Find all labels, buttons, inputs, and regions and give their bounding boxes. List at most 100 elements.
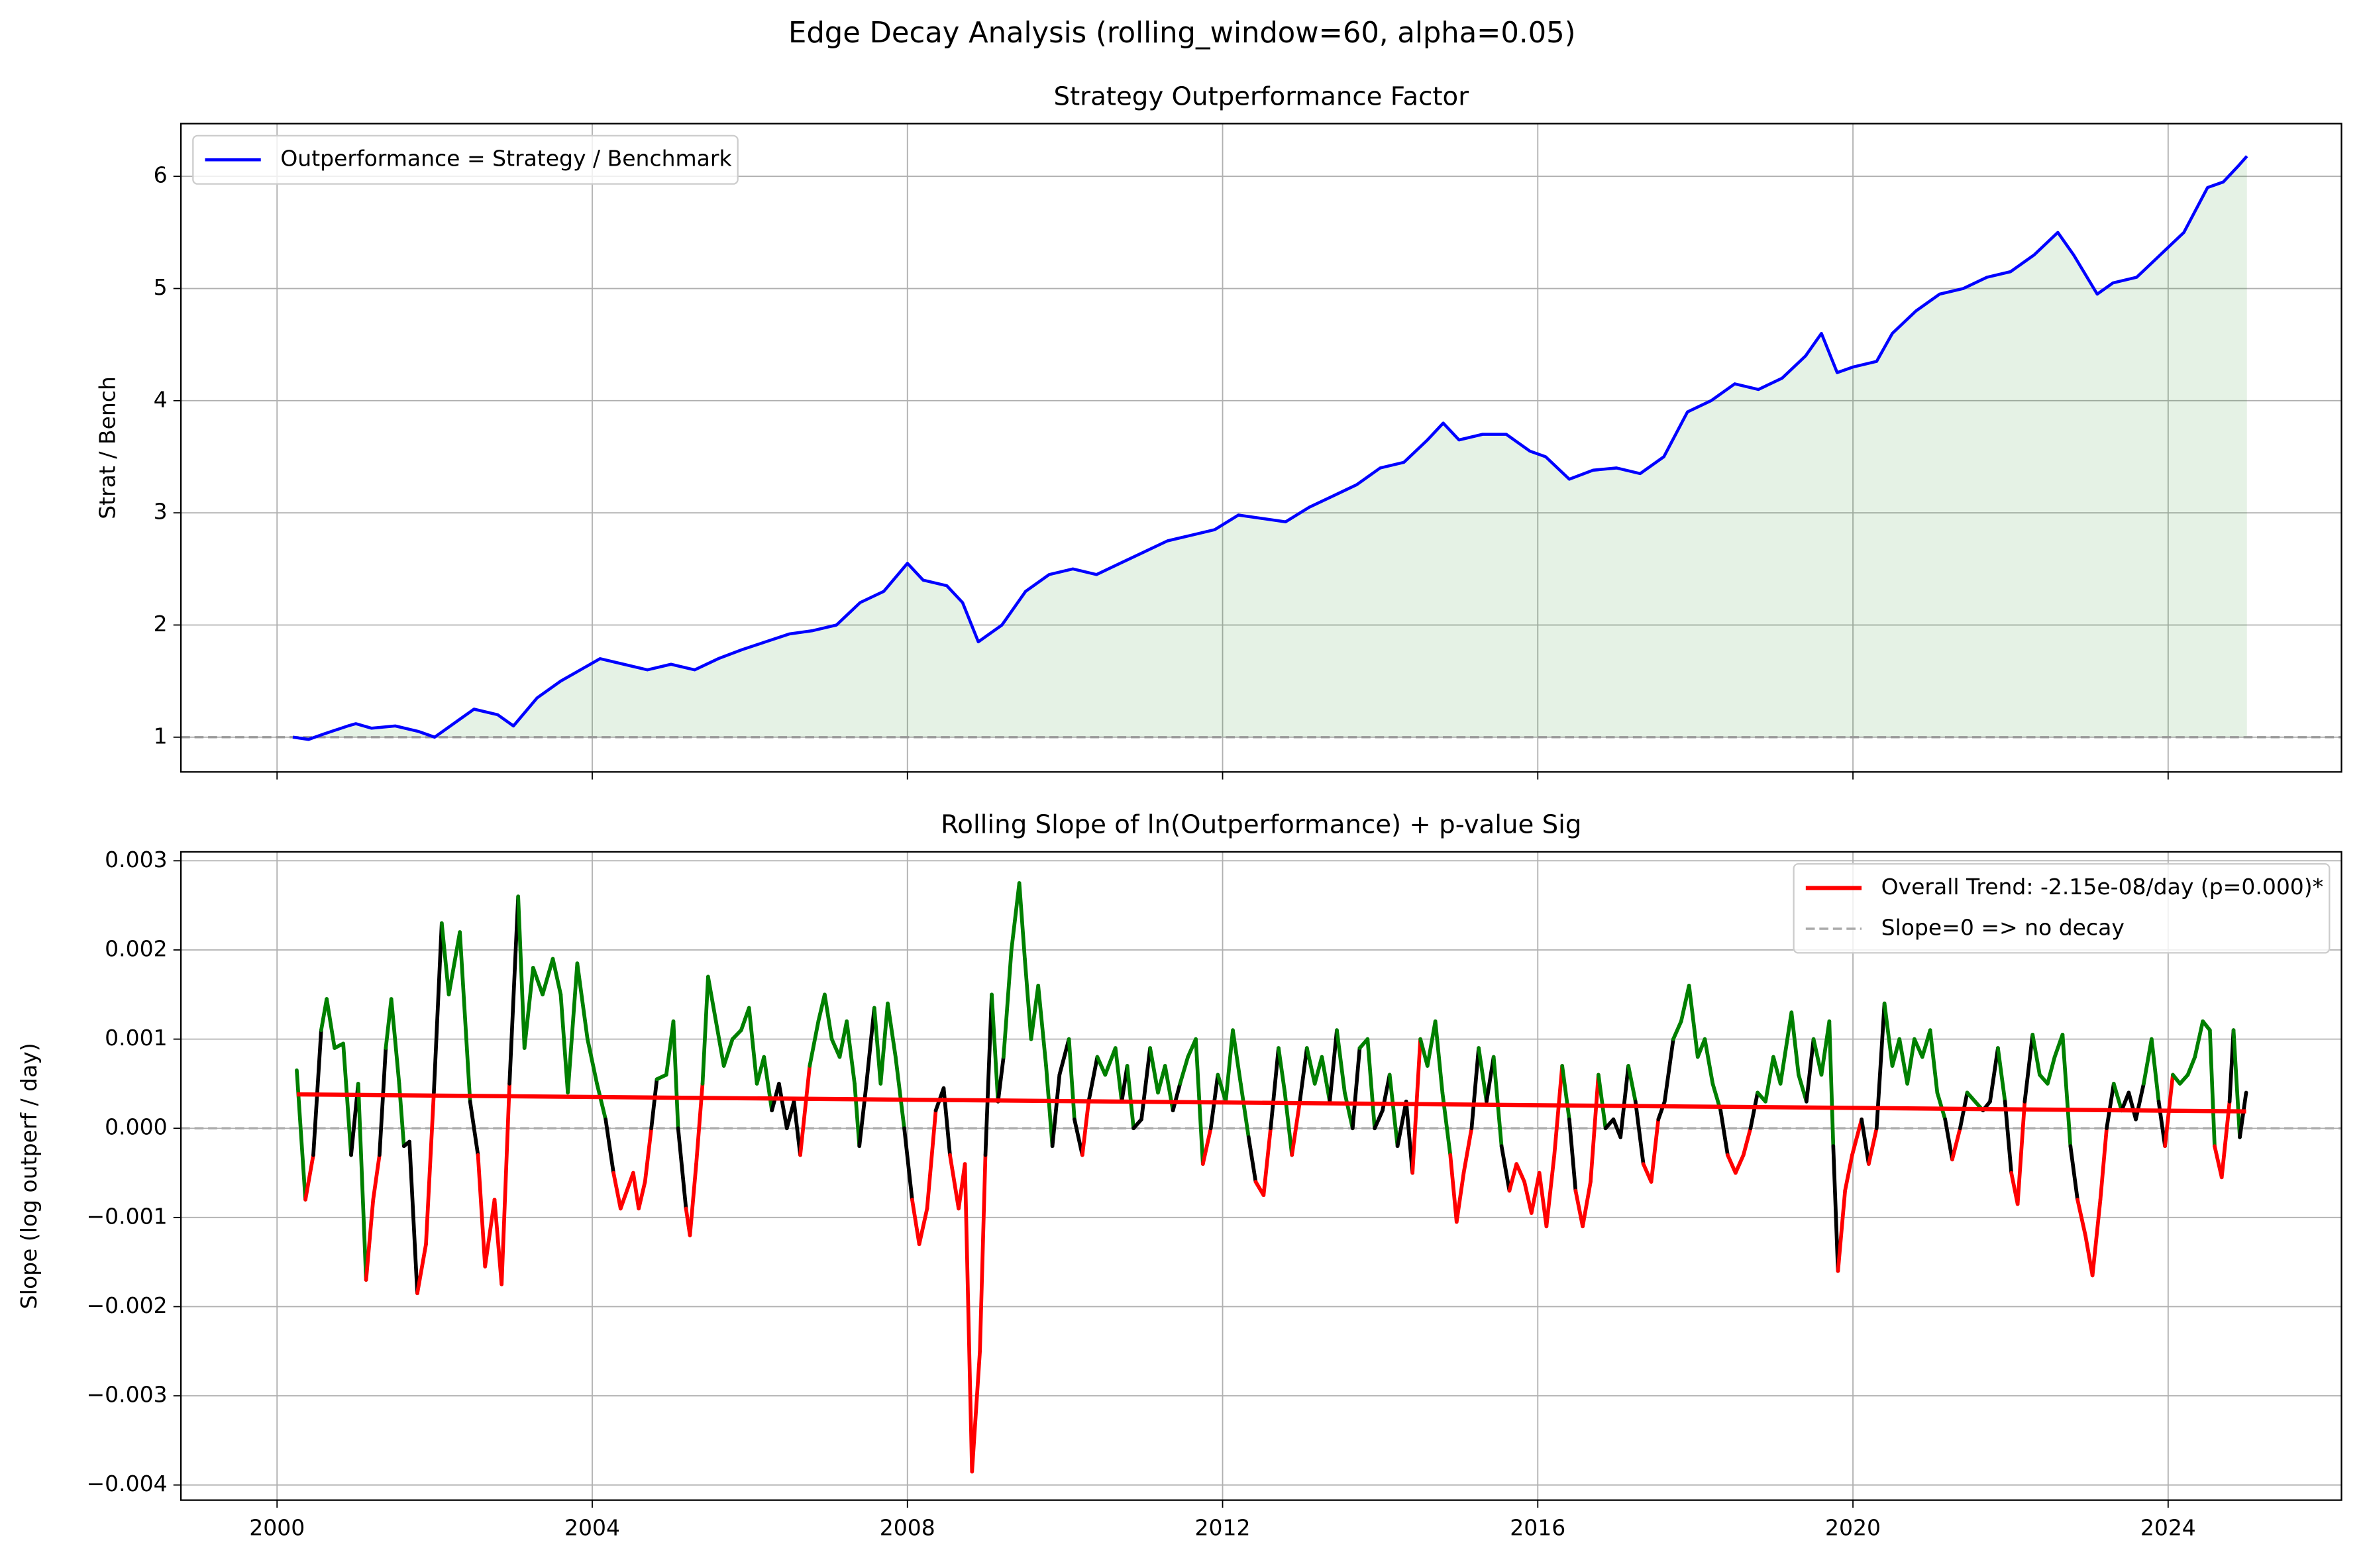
slope-segment	[649, 1077, 659, 1131]
slope-segment	[2060, 1033, 2073, 1148]
slope-segment	[424, 1090, 436, 1247]
slope-segment	[516, 894, 527, 1050]
slope-segment	[1171, 1082, 1182, 1113]
slope-segment	[1866, 1126, 1879, 1166]
slope-segment	[970, 1349, 982, 1474]
slope-segment	[551, 957, 563, 997]
slope-segment	[1890, 1037, 1902, 1068]
x-tick-label: 2004	[564, 1514, 620, 1540]
slope-segment	[1544, 1153, 1557, 1229]
slope-segment	[872, 1006, 883, 1086]
slope-segment	[1050, 1072, 1062, 1148]
x-tick-label: 2000	[249, 1514, 305, 1540]
slope-segment	[713, 1019, 726, 1068]
slope-segment	[1718, 1108, 1730, 1157]
slope-segment	[1733, 1153, 1746, 1175]
slope-segment	[499, 1082, 511, 1286]
slope-segment	[439, 921, 451, 997]
slope-segment	[1507, 1162, 1519, 1193]
y-tick-label: −0.004	[87, 1471, 168, 1496]
legend-frame	[1793, 862, 2331, 954]
slope-segment	[808, 1019, 821, 1068]
slope-segment	[1239, 1082, 1251, 1139]
slope-segment	[2134, 1082, 2146, 1122]
slope-segment	[1763, 1055, 1775, 1104]
slope-segment	[1224, 1028, 1235, 1104]
y-tick-label: 0.000	[105, 1114, 167, 1140]
slope-segment	[1335, 1028, 1347, 1095]
slope-segment	[458, 930, 472, 1104]
slope-segment	[1095, 1055, 1108, 1077]
slope-segment	[1514, 1162, 1526, 1184]
slope-segment	[2098, 1126, 2109, 1202]
slope-segment	[432, 921, 444, 1095]
slope-segment	[1103, 1046, 1118, 1077]
slope-segment	[1023, 957, 1033, 1041]
slope-segment	[2231, 1028, 2242, 1139]
slope-segment	[894, 1055, 906, 1131]
legend-label: Overall Trend: -2.15e-08/day (p=0.000)*	[1881, 874, 2324, 900]
slope-segment	[1433, 1019, 1445, 1095]
slope-segment	[1805, 1037, 1816, 1104]
slope-segment	[531, 966, 545, 997]
slope-segment	[1882, 1001, 1895, 1068]
slope-segment	[643, 1126, 654, 1184]
slope-segment	[2111, 1082, 2124, 1113]
slope-segment	[1067, 1037, 1077, 1122]
slope-segment	[1597, 1072, 1608, 1131]
slope-segment	[1491, 1055, 1504, 1148]
slope-segment	[1560, 1064, 1571, 1122]
slope-segment	[468, 1100, 480, 1157]
slope-segment	[447, 930, 462, 997]
slope-segment	[1703, 1037, 1715, 1086]
slope-segment	[1448, 1153, 1459, 1224]
slope-segment	[1139, 1046, 1152, 1122]
slope-segment	[1552, 1064, 1565, 1157]
slope-segment	[1567, 1117, 1578, 1193]
slope-segment	[1461, 1126, 1474, 1175]
slope-segment	[1365, 1037, 1377, 1131]
slope-segment	[1002, 948, 1014, 1059]
slope-segment	[2023, 1033, 2035, 1104]
legend: Overall Trend: -2.15e-08/day (p=0.000)* S…	[1793, 862, 2331, 954]
slope-segment	[341, 1041, 353, 1157]
legend: Outperformance = Strategy / Benchmark	[192, 134, 739, 185]
slope-segment	[595, 1082, 608, 1122]
slope-segment	[371, 1153, 382, 1202]
x-tick-label: 2020	[1825, 1514, 1881, 1540]
slope-segment	[2030, 1033, 2042, 1077]
slope-segment	[2105, 1082, 2116, 1131]
slope-segment	[303, 1153, 315, 1202]
slope-segment	[1618, 1064, 1630, 1139]
y-tick-label: 2	[154, 611, 168, 637]
slope-segment	[1320, 1055, 1332, 1104]
slope-segment	[823, 992, 834, 1041]
slope-segment	[1373, 1108, 1385, 1131]
slope-segment	[853, 1082, 862, 1148]
slope-segment	[1897, 1037, 1909, 1086]
legend-label: Slope=0 => no decay	[1881, 914, 2125, 940]
x-tick-label: 2016	[1510, 1514, 1565, 1540]
slope-segment	[2068, 1144, 2079, 1202]
slope-segment	[1073, 1117, 1084, 1157]
slope-segment	[1965, 1090, 1977, 1104]
slope-segment	[1304, 1046, 1317, 1086]
slope-segment	[2090, 1198, 2103, 1278]
y-tick-label: 5	[154, 274, 168, 300]
y-tick-label: −0.002	[87, 1292, 168, 1318]
slope-segment	[476, 1153, 488, 1269]
slope-segment	[631, 1171, 641, 1211]
slope-segment	[483, 1198, 497, 1269]
slope-segment	[558, 992, 570, 1095]
y-tick-label: 6	[154, 162, 168, 188]
slope-segment	[1649, 1117, 1661, 1184]
slope-segment	[1425, 1019, 1438, 1068]
slope-segment	[566, 961, 580, 1095]
slope-segment	[1350, 1046, 1362, 1131]
slope-segment	[1679, 983, 1691, 1023]
slope-segment	[2219, 1100, 2232, 1180]
slope-segment	[356, 1082, 368, 1282]
axes-title: Rolling Slope of ln(Outperformance) + p-…	[941, 810, 1581, 840]
